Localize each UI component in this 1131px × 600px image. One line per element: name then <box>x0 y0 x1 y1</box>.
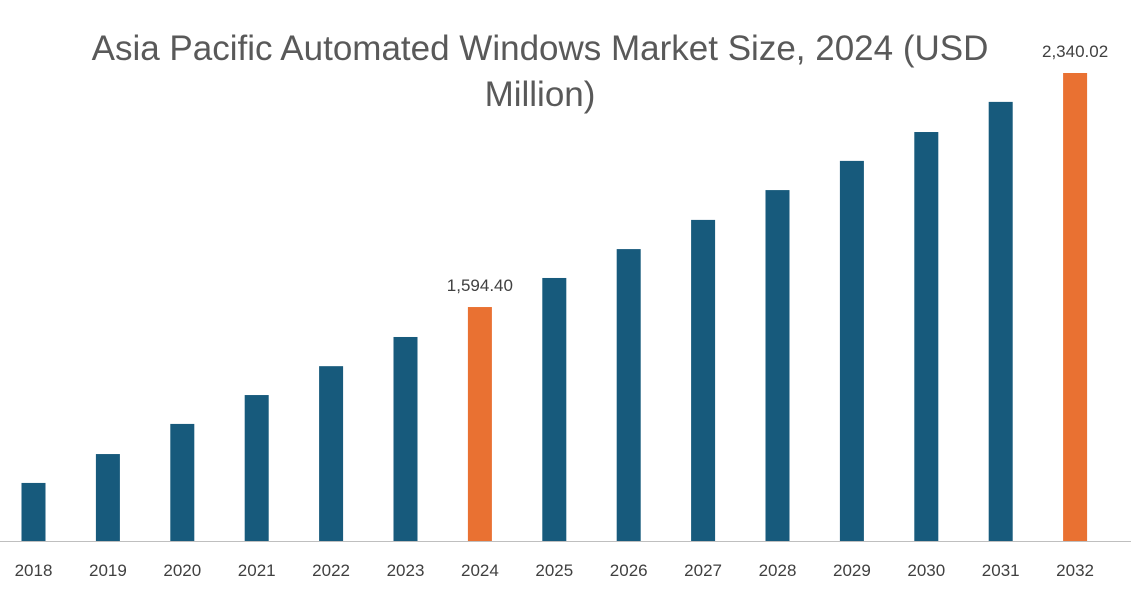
data-label-2032: 2,340.02 <box>1042 42 1108 61</box>
x-tick-2031: 2031 <box>982 561 1020 580</box>
bar-2020 <box>170 423 195 541</box>
bar-2026 <box>616 249 641 541</box>
x-tick-2027: 2027 <box>684 561 722 580</box>
bar-2022 <box>319 366 344 541</box>
x-tick-2024: 2024 <box>461 561 499 580</box>
x-tick-2020: 2020 <box>163 561 201 580</box>
x-tick-2022: 2022 <box>312 561 350 580</box>
bar-2027 <box>691 219 716 542</box>
bar-2018 <box>21 482 46 541</box>
x-tick-2030: 2030 <box>907 561 945 580</box>
bar-2025 <box>542 277 567 541</box>
x-tick-2028: 2028 <box>759 561 797 580</box>
bar-2031 <box>988 101 1013 542</box>
bar-2029 <box>839 160 864 541</box>
x-tick-2021: 2021 <box>238 561 276 580</box>
x-tick-2018: 2018 <box>15 561 53 580</box>
x-tick-2019: 2019 <box>89 561 127 580</box>
bar-2024 <box>467 307 492 541</box>
bar-2030 <box>914 132 939 541</box>
bar-2021 <box>244 395 269 541</box>
x-tick-2032: 2032 <box>1056 561 1094 580</box>
bar-2028 <box>765 190 790 541</box>
x-tick-2029: 2029 <box>833 561 871 580</box>
bar-2023 <box>393 336 418 541</box>
bar-2019 <box>95 454 120 541</box>
x-tick-2026: 2026 <box>610 561 648 580</box>
chart-title: Asia Pacific Automated Windows Market Si… <box>91 29 989 114</box>
data-label-2024: 1,594.40 <box>447 276 513 295</box>
bar-2032 <box>1063 73 1088 541</box>
x-tick-2023: 2023 <box>387 561 425 580</box>
x-tick-2025: 2025 <box>535 561 573 580</box>
